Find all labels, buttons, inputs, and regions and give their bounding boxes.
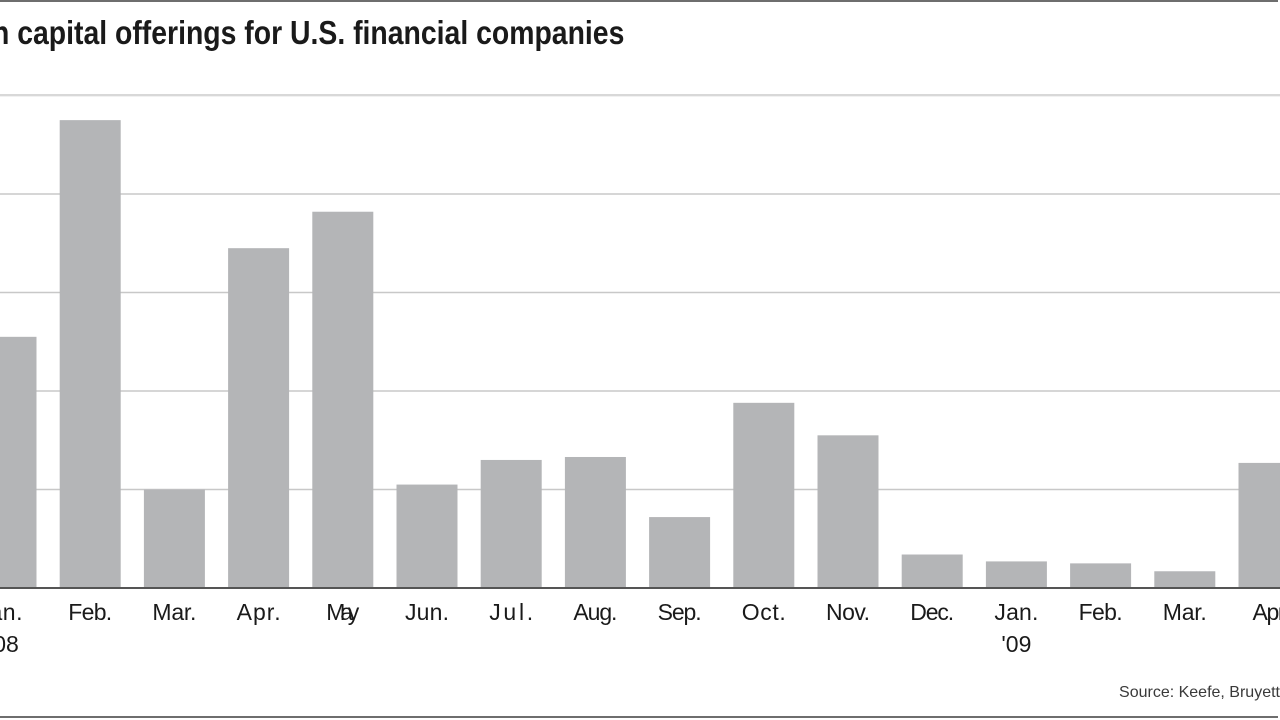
gridlines — [0, 96, 1280, 491]
bar-3 — [228, 248, 290, 589]
x-tick-sublabel: 08 — [0, 631, 19, 657]
bar-7 — [564, 456, 626, 588]
x-tick-label: an. — [0, 599, 23, 625]
bar-2 — [143, 489, 205, 588]
source-note: Source: Keefe, Bruyett — [1119, 684, 1280, 701]
bar-5 — [396, 484, 458, 588]
x-tick-label: Aug. — [573, 599, 617, 625]
x-tick-label: Sep. — [658, 599, 702, 625]
bar-15 — [1238, 462, 1280, 588]
bar-8 — [649, 517, 711, 588]
x-tick-sublabel: '09 — [1001, 631, 1031, 657]
x-tick-label: Mar. — [1163, 599, 1207, 625]
x-tick-label: Apr. — [237, 599, 281, 625]
x-tick-label: Mar. — [152, 599, 196, 625]
x-tick-label: Jul. — [489, 599, 533, 625]
bar-4 — [312, 211, 374, 588]
x-tick-labels: an. 08 Feb. Mar. Apr. May Jun. Jul. Aug. Sep. Oct.… — [0, 599, 1280, 657]
title-divider — [0, 94, 1280, 96]
bar-1 — [59, 120, 121, 588]
x-tick-label: Jun. — [405, 599, 449, 625]
x-tick-label: Jan. — [994, 599, 1038, 625]
bar-chart: an. 08 Feb. Mar. Apr. May Jun. Jul. Aug. Sep. Oct.… — [0, 96, 1280, 657]
bar-0 — [0, 336, 37, 588]
x-tick-label: Oct. — [742, 599, 786, 625]
bar-11 — [901, 554, 963, 588]
bar-9 — [733, 402, 795, 588]
x-tick-label: Feb. — [1079, 599, 1123, 625]
chart-title: n capital offerings for U.S. financial c… — [0, 14, 625, 51]
bar-14 — [1154, 571, 1216, 588]
x-tick-label: Nov. — [826, 599, 870, 625]
bar-12 — [985, 561, 1047, 588]
x-tick-label: Apr — [1253, 599, 1280, 625]
bar-6 — [480, 459, 542, 588]
x-tick-label: Feb. — [68, 599, 112, 625]
x-tick-label: May — [326, 599, 360, 625]
bars — [0, 120, 1280, 589]
bar-10 — [817, 435, 879, 588]
x-tick-label: Dec. — [910, 599, 954, 625]
bar-13 — [1070, 563, 1132, 588]
